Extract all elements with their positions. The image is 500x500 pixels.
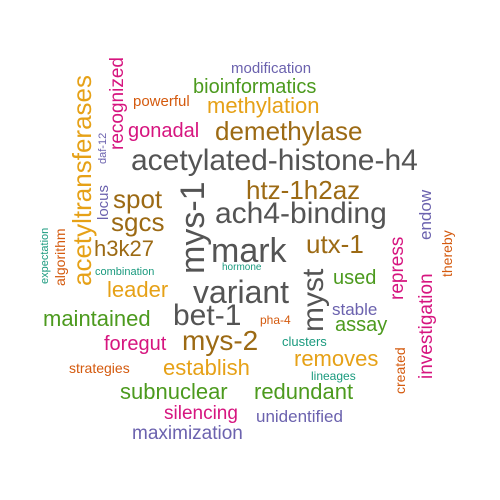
word-myst: myst — [297, 268, 330, 332]
word-methylation: methylation — [207, 93, 320, 118]
word-spot: spot — [113, 184, 163, 214]
word-foregut: foregut — [104, 333, 167, 355]
word-sgcs: sgcs — [111, 207, 165, 237]
word-investigation: investigation — [416, 273, 437, 379]
word-clusters: clusters — [282, 334, 327, 349]
word-silencing: silencing — [164, 403, 238, 424]
word-strategies: strategies — [69, 360, 130, 376]
word-acetylated-histone-h4: acetylated-histone-h4 — [131, 144, 418, 177]
word-powerful: powerful — [133, 93, 190, 110]
word-recognized: recognized — [107, 57, 128, 150]
word-redundant: redundant — [254, 379, 354, 404]
word-stable: stable — [332, 300, 378, 319]
word-ach4-binding: ach4-binding — [215, 197, 387, 230]
word-locus: locus — [95, 184, 112, 220]
word-hormone: hormone — [222, 262, 262, 273]
word-maintained: maintained — [43, 306, 151, 331]
word-endow: endow — [416, 189, 435, 240]
word-subnuclear: subnuclear — [120, 379, 228, 404]
word-repress: repress — [387, 236, 408, 300]
word-algorithm: algorithm — [52, 228, 68, 286]
word-mys-1: mys-1 — [174, 181, 212, 274]
word-modification: modification — [231, 60, 312, 77]
word-h3k27: h3k27 — [94, 236, 154, 261]
word-assay: assay — [335, 314, 388, 336]
word-created: created — [392, 347, 408, 394]
word-daf-12: daf-12 — [97, 132, 109, 164]
word-utx-1: utx-1 — [306, 229, 364, 259]
word-lineages: lineages — [311, 369, 356, 383]
word-demethylase: demethylase — [215, 116, 363, 146]
word-bioinformatics: bioinformatics — [193, 76, 317, 98]
word-expectation: expectation — [39, 227, 51, 284]
word-pha-4: pha-4 — [260, 313, 291, 327]
word-gonadal: gonadal — [128, 120, 200, 142]
word-mark: mark — [211, 232, 287, 270]
word-leader: leader — [107, 277, 169, 302]
word-combination: combination — [95, 266, 155, 278]
word-variant: variant — [193, 274, 290, 310]
word-establish: establish — [163, 355, 250, 380]
word-maximization: maximization — [132, 423, 243, 444]
word-mys-2: mys-2 — [182, 325, 259, 356]
word-thereby: thereby — [439, 230, 455, 277]
word-acetyltransferases: acetyltransferases — [67, 75, 97, 286]
word-bet-1: bet-1 — [173, 299, 242, 332]
word-htz-1h2az: htz-1h2az — [246, 175, 361, 205]
word-removes: removes — [294, 346, 379, 371]
word-unidentified: unidentified — [256, 407, 343, 426]
word-used: used — [333, 267, 377, 289]
